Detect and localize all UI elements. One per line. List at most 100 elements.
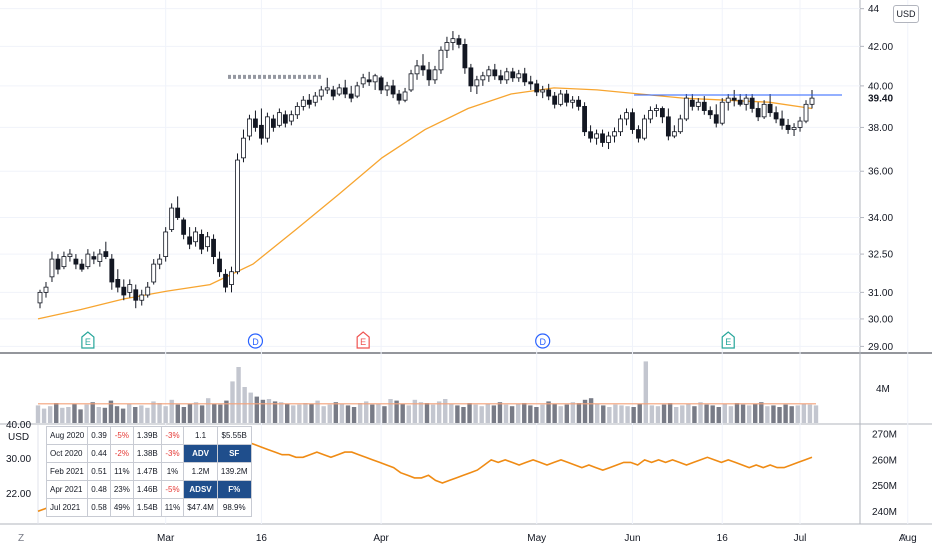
candle-body [247, 118, 252, 137]
candle [444, 36, 450, 59]
candle [594, 129, 599, 145]
candle-body [402, 91, 408, 101]
candle [223, 269, 228, 293]
candle-body [743, 97, 749, 105]
candle [743, 94, 749, 111]
financials-row: Feb 2021 0.51 11% 1.47B 1% 1.2M 139.2M [45, 462, 252, 481]
candle [181, 217, 187, 240]
financials-cell: 1.54B [132, 498, 162, 517]
volume-bar [564, 404, 569, 423]
time-tick-label: Apr [373, 533, 389, 544]
candle-body [330, 89, 336, 97]
price-tick-label: 42.00 [868, 42, 893, 53]
financials-cell: 0.48 [87, 480, 111, 499]
volume-bar [716, 407, 721, 423]
candle [175, 196, 181, 220]
candle-body [348, 93, 354, 99]
volume-bar [72, 403, 77, 423]
time-tick-label: May [527, 533, 546, 544]
candle [755, 102, 761, 122]
candle-body [594, 133, 599, 139]
candle [582, 102, 587, 137]
candle-body [749, 97, 755, 109]
event-marker-earnings: E [721, 331, 735, 349]
candle-body [109, 258, 115, 283]
candle-body [85, 253, 91, 268]
candle-body [115, 279, 121, 288]
candle-body [612, 131, 617, 137]
candle [474, 75, 480, 95]
candle [546, 83, 552, 101]
candle [492, 63, 498, 80]
financials-cell: -3% [160, 444, 185, 463]
volume-bar [309, 403, 314, 423]
candle-body [157, 258, 163, 265]
candle [127, 279, 133, 298]
candle-body [809, 97, 815, 105]
candle [408, 69, 414, 92]
candle [378, 75, 384, 95]
event-marker-label: E [85, 337, 91, 347]
candle [642, 114, 647, 141]
volume-bar [443, 399, 448, 423]
candle-body [414, 65, 420, 75]
volume-bar [449, 403, 454, 423]
volume-bar [789, 406, 794, 423]
candle [654, 104, 659, 117]
currency-badge[interactable]: USD [893, 5, 919, 23]
candle-body [342, 87, 348, 95]
candle [384, 81, 390, 97]
event-marker-dividend: D [535, 333, 551, 349]
candle-body [270, 118, 276, 128]
volume-bar [540, 404, 545, 423]
candle [390, 79, 396, 99]
candle [695, 98, 701, 111]
candle-body [462, 44, 468, 69]
candle [61, 251, 67, 270]
volume-bar [345, 405, 351, 423]
financials-cell: Oct 2020 [45, 444, 89, 463]
last-price-label: 39.40 [868, 94, 893, 105]
volume-bar [163, 406, 168, 423]
volume-bar [35, 405, 41, 423]
candle-body [624, 112, 629, 120]
candle-body [713, 114, 719, 124]
volume-bar [382, 406, 387, 423]
candle [683, 94, 689, 122]
candle [564, 89, 570, 107]
candle-body [534, 83, 540, 93]
volume-bar [522, 403, 527, 423]
candle [618, 114, 623, 137]
candle [282, 110, 288, 128]
candle [456, 34, 462, 49]
candle-body [540, 89, 546, 93]
candle [270, 114, 276, 132]
candle [480, 71, 486, 86]
candle-body [259, 124, 264, 139]
financials-cell: -3% [160, 426, 185, 445]
volume-bar [406, 405, 411, 423]
candle-body [253, 118, 258, 128]
financials-cell: -5% [160, 480, 185, 499]
financials-cell: ADSV [183, 480, 218, 499]
event-marker-dividend: D [247, 333, 264, 349]
candle [145, 281, 151, 298]
candle-body [588, 131, 593, 139]
volume-bar [570, 402, 576, 423]
event-marker-label: D [539, 337, 546, 347]
candle [336, 83, 342, 97]
candle-body [336, 87, 342, 95]
candle-body [324, 87, 330, 91]
event-marker-label: D [252, 337, 259, 347]
candle [761, 100, 767, 119]
candle [253, 110, 258, 132]
volume-bar [783, 404, 788, 423]
bottom-left-glyph: Z [18, 533, 24, 544]
candle-body [366, 79, 372, 83]
volume-bar [594, 403, 600, 423]
candle-body [151, 263, 157, 283]
candle [109, 254, 115, 290]
candle [504, 67, 510, 84]
